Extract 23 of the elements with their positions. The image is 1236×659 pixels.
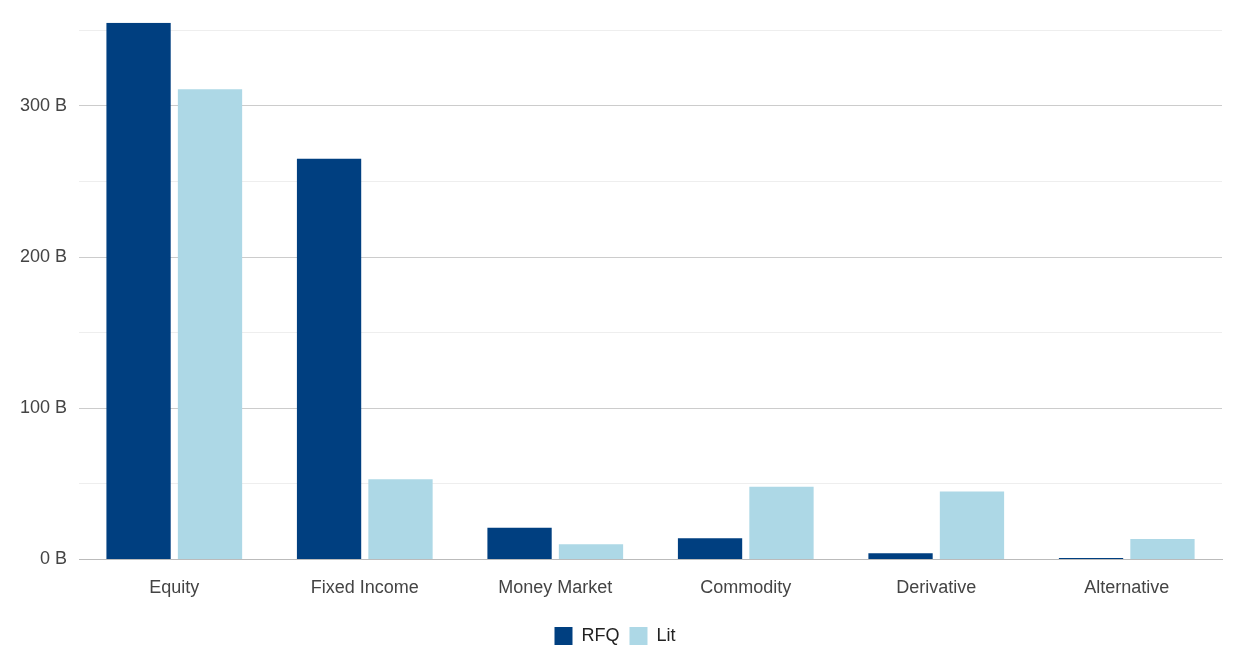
legend-label: Lit — [656, 624, 676, 645]
x-tick-label: Alternative — [1084, 577, 1170, 598]
bar — [558, 544, 624, 559]
y-tick-label: 200 B — [19, 246, 68, 267]
bar — [487, 527, 552, 559]
x-tick-label: Commodity — [700, 577, 792, 598]
bar — [368, 479, 433, 559]
y-tick-label: 0 B — [40, 548, 68, 569]
bar — [106, 22, 171, 559]
bar — [749, 486, 814, 559]
bar — [868, 553, 933, 559]
y-tick-label: 100 B — [19, 397, 68, 418]
x-tick-label: Money Market — [498, 577, 613, 598]
bar — [177, 89, 243, 559]
x-tick-label: Derivative — [896, 577, 977, 598]
bar — [677, 538, 743, 559]
bar — [939, 491, 1005, 559]
x-tick-label: Fixed Income — [310, 577, 419, 598]
bar — [296, 158, 362, 559]
x-tick-label: Equity — [149, 577, 200, 598]
legend-label: RFQ — [581, 624, 620, 645]
bar — [1130, 538, 1195, 559]
y-tick-label: 300 B — [19, 94, 68, 115]
